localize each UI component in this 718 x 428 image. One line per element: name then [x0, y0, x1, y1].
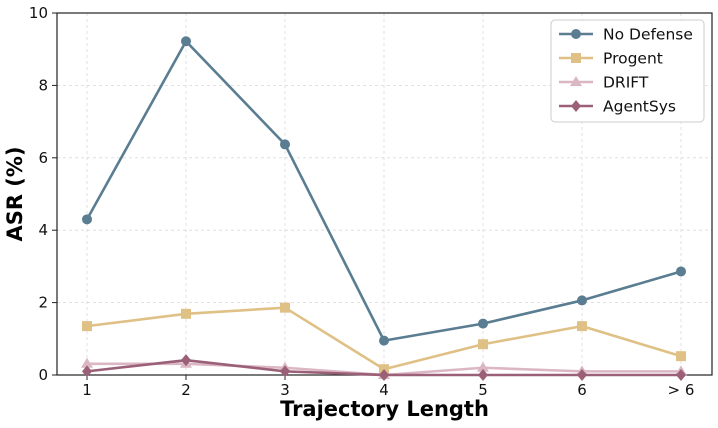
- y-tick-label: 8: [38, 76, 48, 94]
- legend-item: DRIFT: [559, 74, 649, 92]
- data-point: [82, 214, 92, 225]
- x-tick-label: 5: [478, 381, 488, 399]
- data-point: [577, 369, 587, 381]
- series-agentsys: [82, 354, 686, 381]
- legend-marker: [571, 53, 581, 63]
- series-group: [81, 36, 687, 381]
- x-tick-label: 2: [181, 381, 191, 399]
- legend-item: No Defense: [559, 26, 693, 44]
- x-tick-label: > 6: [668, 381, 695, 399]
- legend-marker: [571, 100, 581, 112]
- legend-item: AgentSys: [559, 98, 676, 116]
- legend-label: DRIFT: [603, 74, 649, 92]
- data-point: [280, 302, 290, 313]
- x-tick-label: 1: [82, 381, 92, 399]
- data-point: [181, 308, 191, 319]
- x-tick-label: 6: [577, 381, 587, 399]
- y-tick-label: 4: [38, 221, 48, 239]
- x-axis-title: Trajectory Length: [280, 397, 489, 421]
- legend-label: Progent: [603, 50, 663, 68]
- legend-item: Progent: [559, 50, 663, 68]
- y-tick-label: 2: [38, 294, 48, 312]
- legend-label: No Defense: [603, 26, 693, 44]
- data-point: [280, 139, 290, 150]
- data-point: [478, 318, 488, 329]
- data-point: [478, 339, 488, 350]
- y-axis-title: ASR (%): [3, 146, 27, 241]
- x-tick-label: 4: [379, 381, 389, 399]
- y-tick-label: 6: [38, 149, 48, 167]
- data-point: [477, 361, 489, 372]
- data-point: [676, 351, 686, 362]
- y-tick-label: 0: [38, 366, 48, 384]
- legend-marker: [570, 76, 582, 86]
- data-point: [181, 36, 191, 47]
- data-point: [280, 365, 290, 378]
- legend-box: [550, 19, 705, 123]
- legend-label: AgentSys: [603, 98, 676, 116]
- data-point: [577, 321, 587, 332]
- y-tick-label: 10: [29, 4, 48, 22]
- series-no-defense: [82, 36, 686, 346]
- x-tick-label: 3: [280, 381, 290, 399]
- data-point: [676, 266, 686, 277]
- data-point: [478, 369, 488, 381]
- data-point: [577, 295, 587, 306]
- data-point: [676, 369, 686, 381]
- data-point: [81, 357, 93, 368]
- data-point: [379, 369, 389, 381]
- data-point: [181, 354, 191, 367]
- legend-marker: [571, 29, 581, 39]
- data-point: [82, 321, 92, 332]
- legend: No Defense Progent DRIFT AgentSys: [550, 19, 705, 123]
- data-point: [82, 365, 92, 378]
- data-point: [379, 335, 389, 346]
